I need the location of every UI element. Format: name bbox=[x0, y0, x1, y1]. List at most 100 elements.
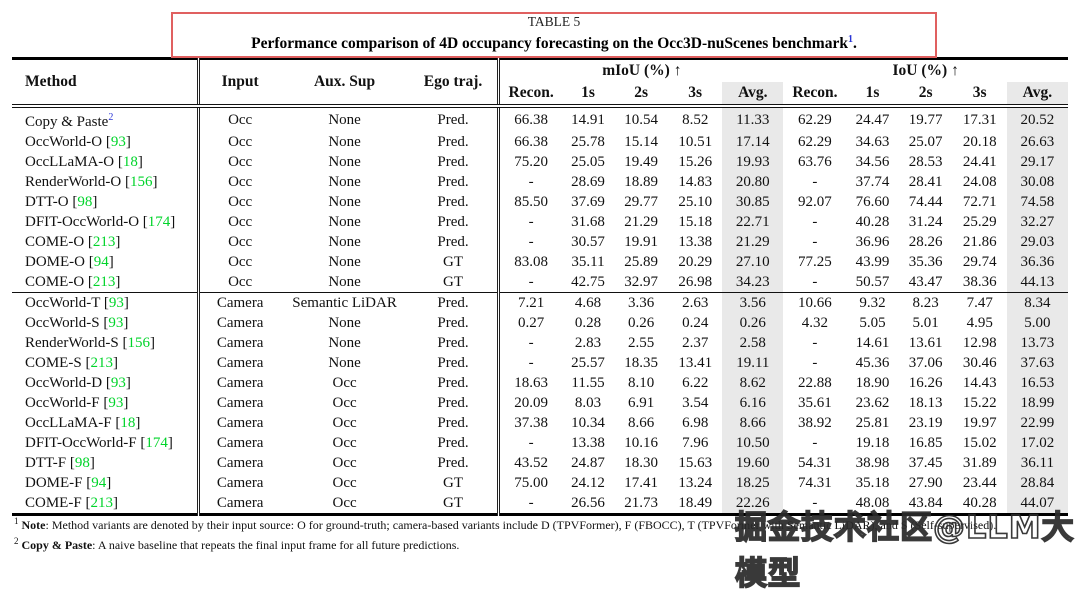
value-cell: 10.50 bbox=[722, 433, 784, 453]
section-occ-input: Copy & Paste2 Occ None Pred. 66.38 14.91 10.54… bbox=[12, 106, 1068, 293]
citation-link[interactable]: 93 bbox=[110, 134, 126, 150]
value-cell: 40.28 bbox=[855, 214, 890, 230]
citation-link[interactable]: 93 bbox=[110, 375, 126, 391]
value-cell: 38.36 bbox=[962, 274, 997, 290]
aux-sup-cell: None bbox=[328, 154, 361, 170]
watermark: 掘金技术社区@LLM大模型 bbox=[734, 507, 1075, 593]
method-cell: Copy & Paste2 bbox=[12, 106, 200, 132]
col-header-miou-1s: 1s bbox=[561, 82, 615, 108]
value-cell: 16.53 bbox=[1006, 373, 1068, 393]
value-cell: 8.23 bbox=[898, 292, 953, 313]
method-cell: OccWorld-D [93] bbox=[12, 373, 200, 393]
value-cell: 37.63 bbox=[1006, 353, 1068, 373]
table-row: OccWorld-F [93] Camera Occ Pred. 20.09 8.03 6.… bbox=[12, 393, 1068, 413]
citation-link[interactable]: 93 bbox=[108, 315, 124, 331]
value-cell: 5.00 bbox=[1006, 313, 1068, 333]
value-cell: 38.98 bbox=[855, 455, 890, 471]
value-cell: 22.26 bbox=[722, 493, 784, 515]
input-cell: Camera bbox=[216, 495, 264, 511]
value-cell: 10.51 bbox=[678, 134, 713, 150]
citation-link[interactable]: 93 bbox=[108, 395, 124, 411]
citation-link[interactable]: 94 bbox=[93, 254, 109, 270]
citation-link[interactable]: 174 bbox=[147, 214, 171, 230]
input-cell: Camera bbox=[216, 375, 264, 391]
value-cell: 26.63 bbox=[1006, 132, 1068, 152]
value-cell: 19.49 bbox=[624, 154, 658, 170]
value-cell: - bbox=[812, 234, 818, 250]
footnote-ref-link[interactable]: 2 bbox=[108, 112, 114, 123]
value-cell: 16.85 bbox=[908, 435, 943, 451]
value-cell: 26.56 bbox=[571, 495, 605, 511]
citation-link[interactable]: 213 bbox=[90, 495, 113, 511]
value-cell: 8.03 bbox=[574, 395, 602, 411]
ego-traj-cell: Pred. bbox=[408, 433, 501, 453]
value-cell: 14.83 bbox=[678, 174, 713, 190]
aux-sup-cell: None bbox=[328, 174, 361, 190]
value-cell: 76.60 bbox=[855, 194, 890, 210]
value-cell: 43.84 bbox=[908, 495, 943, 511]
value-cell: 30.46 bbox=[962, 355, 997, 371]
footnote-1-term: Note bbox=[21, 518, 46, 532]
value-cell: 12.98 bbox=[962, 335, 997, 351]
aux-sup-cell: None bbox=[328, 194, 361, 210]
value-cell: 3.36 bbox=[614, 292, 669, 313]
value-cell: 23.62 bbox=[855, 395, 890, 411]
value-cell: 30.57 bbox=[571, 234, 605, 250]
citation-link[interactable]: 18 bbox=[122, 154, 138, 170]
value-cell: 54.31 bbox=[798, 455, 832, 471]
value-cell: 50.57 bbox=[855, 274, 890, 290]
ego-traj-cell: Pred. bbox=[408, 373, 501, 393]
value-cell: 2.58 bbox=[722, 333, 784, 353]
header-row-sub: Recon. 1s 2s 3s Avg. Recon. 1s 2s 3s Avg… bbox=[12, 82, 1068, 108]
citation-link[interactable]: 174 bbox=[145, 435, 168, 451]
citation-link[interactable]: 213 bbox=[92, 274, 116, 290]
value-cell: 34.56 bbox=[855, 154, 890, 170]
citation-link[interactable]: 213 bbox=[90, 355, 113, 371]
value-cell: 66.38 bbox=[514, 112, 549, 128]
citation-link[interactable]: 93 bbox=[108, 295, 124, 311]
value-cell: 25.78 bbox=[571, 134, 605, 150]
value-cell: 74.58 bbox=[1006, 192, 1068, 212]
value-cell: 28.53 bbox=[908, 154, 943, 170]
value-cell: 15.26 bbox=[678, 154, 713, 170]
footnote-1-marker: 1 bbox=[14, 516, 19, 526]
citation-link[interactable]: 98 bbox=[74, 455, 90, 471]
value-cell: 37.45 bbox=[908, 455, 943, 471]
value-cell: 17.41 bbox=[624, 475, 658, 491]
value-cell: - bbox=[528, 495, 534, 511]
value-cell: 18.63 bbox=[514, 375, 549, 391]
value-cell: 18.30 bbox=[624, 455, 658, 471]
value-cell: - bbox=[812, 174, 818, 190]
value-cell: - bbox=[528, 355, 534, 371]
citation-link[interactable]: 94 bbox=[91, 475, 107, 491]
value-cell: 0.26 bbox=[627, 315, 655, 331]
value-cell: 6.16 bbox=[722, 393, 784, 413]
citation-link[interactable]: 213 bbox=[92, 234, 116, 250]
value-cell: 29.03 bbox=[1006, 232, 1068, 252]
method-name: OccWorld-O bbox=[25, 134, 103, 150]
value-cell: 2.55 bbox=[627, 335, 655, 351]
value-cell: 75.20 bbox=[514, 154, 549, 170]
value-cell: 19.97 bbox=[962, 415, 997, 431]
col-group-iou: IoU (%) ↑ bbox=[892, 62, 959, 79]
method-name: RenderWorld-S bbox=[25, 335, 119, 351]
citation-link[interactable]: 98 bbox=[77, 194, 93, 210]
citation-link[interactable]: 156 bbox=[130, 174, 153, 190]
value-cell: 18.13 bbox=[908, 395, 943, 411]
ego-traj-cell: Pred. bbox=[408, 232, 501, 252]
method-cell: OccWorld-S [93] bbox=[12, 313, 200, 333]
value-cell: 43.52 bbox=[514, 455, 549, 471]
caption-period: . bbox=[852, 35, 857, 53]
table-caption: Performance comparison of 4D occupancy f… bbox=[173, 30, 935, 54]
value-cell: 17.02 bbox=[1006, 433, 1068, 453]
citation-link[interactable]: 156 bbox=[127, 335, 151, 351]
input-cell: Occ bbox=[228, 154, 253, 170]
value-cell: 4.32 bbox=[801, 315, 829, 331]
caption-footnote-link[interactable]: 1 bbox=[847, 34, 853, 45]
citation-link[interactable]: 18 bbox=[120, 415, 136, 431]
table-row: DOME-F [94] Camera Occ GT 75.00 24.12 17.41 13.… bbox=[12, 473, 1068, 493]
value-cell: 25.29 bbox=[962, 214, 997, 230]
value-cell: - bbox=[812, 355, 818, 371]
section-camera-input: OccWorld-T [93] Camera Semantic LiDAR Pred.… bbox=[12, 292, 1068, 515]
value-cell: 18.99 bbox=[1006, 393, 1068, 413]
